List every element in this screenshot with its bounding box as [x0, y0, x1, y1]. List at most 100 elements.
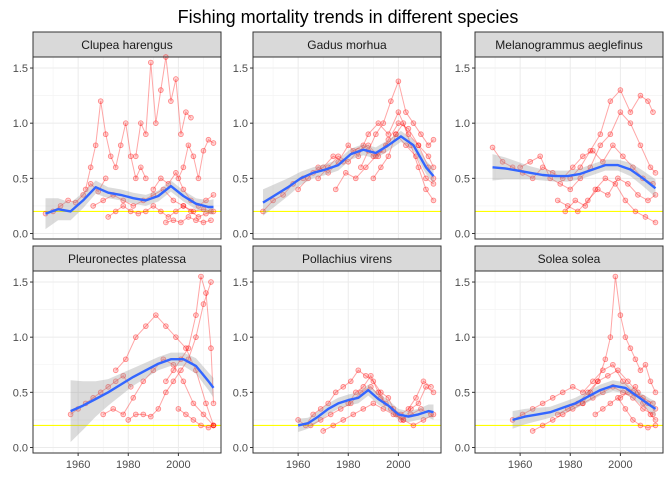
data-point — [180, 378, 187, 385]
data-point — [137, 164, 144, 171]
x-tick-label: 2000 — [166, 459, 190, 471]
data-point — [592, 186, 599, 193]
data-point — [295, 186, 301, 193]
panel-border — [474, 56, 664, 240]
data-point — [622, 334, 629, 340]
data-point — [607, 334, 614, 340]
data-point — [200, 411, 207, 418]
x-tick-label: 1980 — [336, 459, 360, 471]
data-point — [198, 273, 204, 280]
data-point — [120, 197, 127, 204]
data-point — [150, 367, 157, 374]
data-point — [647, 164, 654, 171]
data-point — [120, 203, 127, 209]
chart-title: Fishing mortality trends in different sp… — [178, 7, 519, 27]
data-point — [370, 153, 377, 160]
data-point — [203, 210, 209, 217]
facet-strip — [252, 31, 442, 58]
data-point — [175, 175, 182, 182]
data-point — [173, 334, 179, 340]
facet-strip-label: Gadus morhua — [307, 38, 387, 52]
data-point — [332, 186, 339, 193]
data-point — [132, 153, 139, 160]
data-point — [163, 378, 169, 385]
data-point — [165, 214, 172, 220]
data-point — [642, 361, 649, 368]
data-point — [395, 109, 402, 115]
data-point — [430, 389, 437, 396]
y-tick-label: 0.5 — [13, 173, 28, 185]
data-point — [127, 153, 134, 160]
data-point — [203, 400, 209, 407]
facet-panel: Clupea harengus 0.0 0.5 1.0 1.5 — [13, 31, 222, 240]
x-tick-label: 1960 — [66, 459, 90, 471]
data-point — [590, 378, 596, 385]
data-point — [577, 175, 584, 182]
facet-strip-label: Pollachius virens — [302, 252, 392, 266]
data-point — [373, 131, 379, 138]
data-point — [615, 395, 621, 401]
data-point — [347, 378, 354, 385]
data-point — [647, 411, 654, 418]
smooth-line — [70, 358, 215, 413]
smooth-line — [45, 184, 214, 215]
data-point — [158, 208, 164, 215]
data-point — [420, 378, 427, 385]
data-point — [627, 120, 634, 126]
data-point — [579, 389, 586, 396]
data-point — [200, 219, 207, 226]
data-point — [380, 120, 387, 126]
data-point — [360, 406, 367, 412]
data-point — [600, 367, 606, 374]
data-point — [600, 158, 606, 165]
data-point — [210, 422, 217, 429]
data-point — [415, 400, 422, 407]
y-tick-label: 1.0 — [13, 118, 28, 130]
data-point — [595, 378, 601, 385]
data-point — [127, 384, 134, 390]
data-point — [195, 214, 202, 220]
data-point — [408, 406, 414, 412]
data-point — [102, 175, 109, 182]
data-point — [183, 411, 189, 418]
facet-panel: Gadus morhua 0.0 0.5 1.0 1.5 — [233, 31, 442, 240]
data-point — [539, 422, 546, 429]
data-point — [622, 197, 629, 204]
data-point — [185, 214, 192, 220]
data-point — [155, 406, 162, 412]
data-point — [310, 411, 316, 418]
data-point — [385, 136, 392, 143]
data-point — [430, 181, 437, 187]
data-point — [335, 153, 342, 160]
data-point — [180, 203, 187, 209]
data-point — [592, 411, 599, 418]
facet-panels: Clupea harengus 0.0 0.5 1.0 1.5 Gadus morhua 0… — [13, 31, 664, 471]
data-point — [200, 147, 207, 154]
data-point — [602, 356, 609, 363]
data-point — [90, 203, 96, 209]
series-line — [152, 171, 214, 207]
data-point — [405, 125, 412, 132]
data-point — [315, 164, 321, 171]
data-point — [489, 144, 496, 151]
data-point — [150, 203, 157, 209]
facet-strip — [474, 245, 664, 272]
data-point — [150, 186, 157, 193]
data-point — [180, 203, 187, 209]
data-point — [652, 192, 659, 198]
data-point — [163, 323, 169, 329]
data-point — [645, 424, 651, 431]
data-point — [170, 367, 177, 374]
data-point — [582, 203, 589, 209]
data-point — [579, 400, 586, 407]
x-tick-label: 1960 — [286, 459, 310, 471]
data-point — [205, 424, 212, 431]
panel-border — [252, 270, 442, 454]
series-line — [595, 397, 656, 429]
facet-strip — [32, 245, 222, 272]
data-point — [418, 131, 424, 138]
data-point — [190, 400, 197, 407]
series-line — [519, 111, 656, 191]
data-point — [600, 406, 606, 412]
